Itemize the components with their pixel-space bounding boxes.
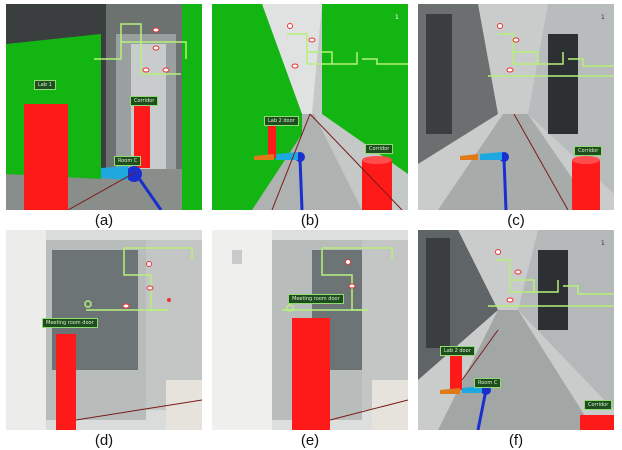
red-marker-cylinder: [362, 160, 392, 210]
scene-e: [212, 230, 408, 430]
label-meeting-room-door: Meeting room door: [288, 294, 344, 304]
label-corridor: Corridor: [130, 96, 159, 106]
label-room-c: Room C: [114, 156, 142, 166]
panel-b: Lab 2 door Corridor 1: [212, 4, 408, 210]
panel-e: Meeting room door: [212, 230, 408, 436]
green-wall-right: [182, 4, 202, 210]
label-meeting-room-door: Meeting room door: [42, 318, 98, 328]
label-room-c: Room C: [474, 378, 502, 388]
scene-d: [6, 230, 202, 430]
caption-a: (a): [94, 212, 114, 229]
caption-b: (b): [300, 212, 320, 229]
red-marker: [292, 318, 330, 430]
label-corridor: Corridor: [365, 144, 394, 154]
frame-badge: 1: [601, 14, 605, 21]
green-wall-right: [322, 4, 408, 174]
label-corridor: Corridor: [574, 146, 603, 156]
label-lab-1: Lab 1: [34, 80, 56, 90]
caption-d: (d): [94, 432, 114, 449]
red-marker-2: [134, 104, 150, 168]
label-corridor: Corridor: [584, 400, 613, 410]
scene-b: [212, 4, 408, 210]
panel-c: Corridor 1: [418, 4, 614, 210]
frame-badge: 1: [601, 240, 605, 247]
red-marker-cylinder: [580, 415, 614, 430]
red-marker-cylinder: [572, 160, 600, 210]
panel-f: Lab 2 door Room C Corridor 1: [418, 230, 614, 436]
label-lab-2-door: Lab 2 door: [440, 346, 475, 356]
caption-f: (f): [508, 432, 524, 449]
frame-badge: 1: [395, 14, 399, 21]
red-marker: [56, 334, 76, 430]
label-lab-2-door: Lab 2 door: [264, 116, 299, 126]
caption-e: (e): [300, 432, 320, 449]
panel-a: Lab 1 Corridor Room C: [6, 4, 202, 210]
scene-f: [418, 230, 614, 430]
scene-c: [418, 4, 614, 210]
red-marker-1: [24, 104, 68, 210]
panel-d: Meeting room door: [6, 230, 202, 436]
scene-a: [6, 4, 202, 210]
caption-c: (c): [507, 212, 525, 229]
